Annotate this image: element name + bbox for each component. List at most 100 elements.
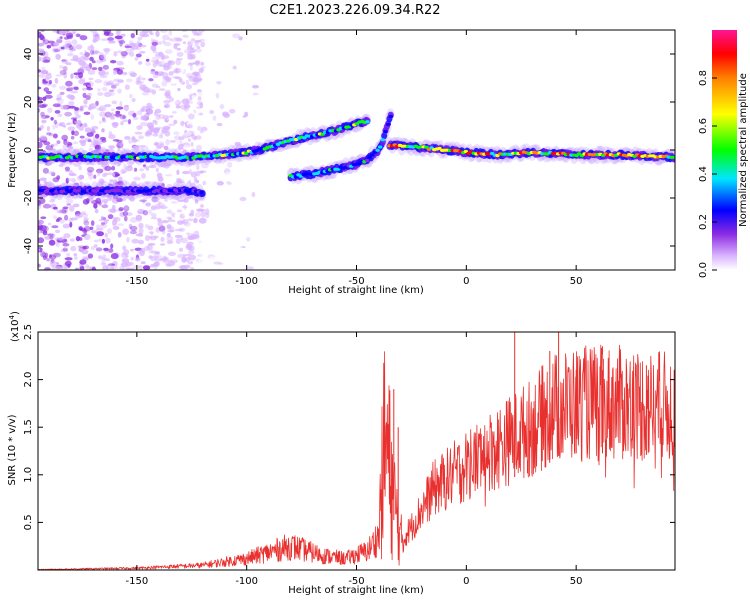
snr-multiplier: (x104) bbox=[8, 311, 21, 342]
noise-dot bbox=[83, 99, 88, 105]
noise-dot bbox=[78, 79, 86, 85]
noise-dot bbox=[161, 127, 168, 134]
noise-dot bbox=[169, 115, 174, 118]
noise-dot bbox=[38, 220, 44, 226]
noise-dot bbox=[48, 254, 57, 260]
noise-dot bbox=[101, 222, 105, 226]
noise-dot bbox=[48, 80, 53, 85]
noise-dot bbox=[139, 199, 147, 202]
noise-dot bbox=[152, 72, 159, 79]
noise-dot bbox=[140, 108, 145, 113]
noise-dot bbox=[112, 225, 120, 230]
x-tick-label: -100 bbox=[235, 576, 258, 587]
noise-dot bbox=[146, 106, 154, 109]
noise-dot bbox=[79, 35, 88, 41]
noise-dot bbox=[252, 92, 259, 96]
noise-dot bbox=[56, 37, 63, 44]
noise-dot bbox=[87, 139, 92, 143]
noise-dot bbox=[188, 120, 197, 125]
noise-dot bbox=[70, 245, 77, 252]
noise-dot bbox=[54, 77, 59, 84]
noise-dot bbox=[130, 33, 135, 39]
noise-dot bbox=[118, 207, 124, 212]
noise-dot bbox=[172, 112, 177, 116]
noise-dot bbox=[168, 123, 176, 127]
noise-dot bbox=[191, 30, 198, 34]
noise-dot bbox=[160, 56, 165, 61]
noise-dot bbox=[168, 71, 174, 76]
noise-dot bbox=[183, 198, 189, 203]
noise-dot bbox=[40, 111, 45, 117]
noise-dot bbox=[112, 195, 119, 200]
noise-dot bbox=[50, 144, 54, 148]
noise-dot bbox=[103, 80, 109, 87]
noise-dot bbox=[235, 156, 240, 161]
noise-dot bbox=[61, 265, 67, 270]
noise-dot bbox=[65, 62, 72, 66]
noise-dot bbox=[56, 93, 62, 101]
noise-dot bbox=[41, 66, 46, 71]
noise-dot bbox=[39, 135, 47, 141]
noise-dot bbox=[76, 175, 83, 181]
noise-dot bbox=[52, 30, 56, 33]
noise-dot bbox=[117, 223, 125, 226]
noise-dot bbox=[202, 130, 209, 134]
noise-dot bbox=[38, 137, 42, 142]
noise-dot bbox=[214, 218, 220, 224]
noise-dot bbox=[232, 33, 241, 39]
noise-dot bbox=[73, 86, 79, 91]
noise-dot bbox=[163, 145, 169, 150]
noise-dot bbox=[200, 41, 206, 48]
noise-dot bbox=[42, 59, 51, 63]
noise-dot bbox=[44, 182, 48, 187]
noise-dot bbox=[100, 38, 109, 41]
noise-dot bbox=[232, 65, 237, 70]
noise-dot bbox=[171, 201, 178, 204]
colorbar-tick-label: 0.8 bbox=[698, 70, 709, 86]
noise-dot bbox=[158, 41, 162, 45]
noise-dot bbox=[90, 114, 95, 120]
noise-dot bbox=[115, 106, 124, 110]
track-core bbox=[388, 114, 393, 118]
noise-dot bbox=[54, 237, 60, 241]
noise-dot bbox=[90, 140, 97, 145]
noise-dot bbox=[160, 243, 166, 246]
noise-dot bbox=[121, 148, 126, 151]
noise-dot bbox=[216, 122, 223, 127]
x-tick-label: -100 bbox=[235, 276, 258, 287]
noise-dot bbox=[100, 74, 108, 79]
noise-dot bbox=[184, 163, 189, 168]
noise-dot bbox=[140, 44, 147, 48]
noise-dot bbox=[152, 119, 157, 124]
noise-dot bbox=[158, 181, 164, 185]
noise-dot bbox=[90, 125, 98, 129]
noise-dot bbox=[241, 71, 248, 77]
noise-dot bbox=[81, 54, 86, 61]
track-core bbox=[199, 190, 204, 194]
noise-dot bbox=[134, 131, 143, 135]
noise-dot bbox=[124, 104, 129, 108]
noise-dot bbox=[38, 149, 44, 153]
noise-dot bbox=[42, 81, 49, 84]
noise-dot bbox=[179, 213, 185, 219]
noise-dot bbox=[76, 122, 81, 129]
noise-dot bbox=[138, 233, 143, 237]
noise-dot bbox=[252, 84, 259, 89]
noise-dot bbox=[198, 67, 205, 72]
noise-dot bbox=[189, 64, 193, 71]
noise-dot bbox=[123, 205, 130, 212]
noise-dot bbox=[72, 150, 77, 155]
noise-dot bbox=[162, 40, 166, 44]
noise-dot bbox=[107, 37, 114, 41]
noise-dot bbox=[93, 244, 98, 248]
noise-dot bbox=[102, 64, 110, 70]
noise-dot bbox=[137, 36, 143, 41]
noise-dot bbox=[174, 213, 179, 217]
noise-dot bbox=[175, 82, 183, 90]
noise-dot bbox=[73, 253, 78, 257]
track-core bbox=[383, 129, 388, 134]
noise-dot bbox=[104, 111, 112, 118]
noise-dot bbox=[198, 217, 207, 224]
noise-dot bbox=[97, 88, 101, 92]
